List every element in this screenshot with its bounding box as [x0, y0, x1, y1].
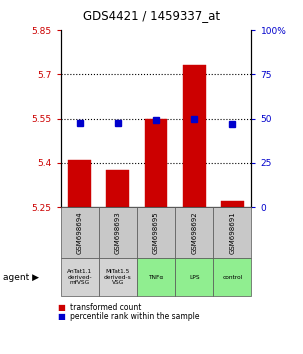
- Text: GDS4421 / 1459337_at: GDS4421 / 1459337_at: [83, 9, 220, 22]
- Text: control: control: [222, 274, 242, 280]
- Text: GSM698691: GSM698691: [229, 211, 235, 254]
- Text: LPS: LPS: [189, 274, 200, 280]
- Bar: [183, 65, 206, 207]
- Text: GSM698692: GSM698692: [191, 211, 197, 254]
- Text: agent ▶: agent ▶: [3, 273, 39, 281]
- Bar: [68, 160, 91, 207]
- Text: GSM698694: GSM698694: [77, 211, 83, 254]
- Bar: [106, 170, 129, 207]
- Text: TNFα: TNFα: [148, 274, 164, 280]
- Text: GSM698695: GSM698695: [153, 211, 159, 254]
- Text: percentile rank within the sample: percentile rank within the sample: [70, 312, 199, 321]
- Text: MiTat1.5
derived-s
VSG: MiTat1.5 derived-s VSG: [104, 269, 132, 285]
- Bar: [145, 119, 168, 207]
- Text: ■: ■: [58, 312, 65, 321]
- Text: ■: ■: [58, 303, 65, 313]
- Text: AnTat1.1
derived-
mfVSG: AnTat1.1 derived- mfVSG: [67, 269, 92, 285]
- Bar: [221, 201, 244, 207]
- Text: GSM698693: GSM698693: [115, 211, 121, 254]
- Text: transformed count: transformed count: [70, 303, 141, 313]
